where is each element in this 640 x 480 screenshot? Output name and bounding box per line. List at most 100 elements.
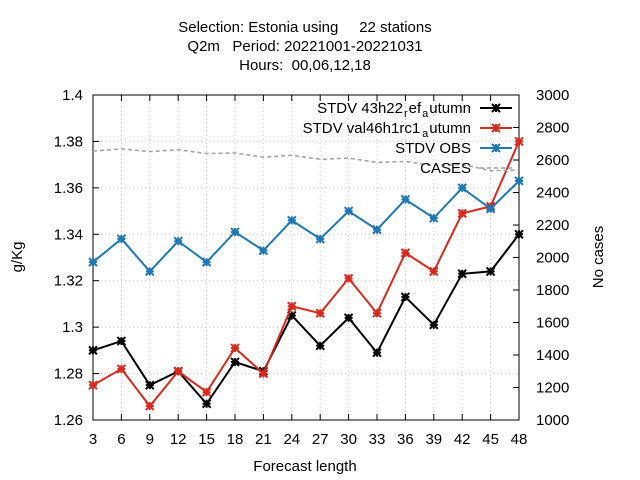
series-point-0: [429, 320, 439, 330]
y2-tick-label: 3000: [536, 87, 569, 104]
y2-tick-label: 2800: [536, 120, 569, 137]
legend-entry-3: CASES: [420, 160, 512, 177]
series-point-2: [372, 224, 382, 235]
series-point-1: [173, 366, 183, 376]
series-point-0: [201, 399, 212, 409]
series-point-0: [457, 269, 467, 279]
x-tick-label: 3: [89, 431, 97, 448]
series-point-2: [343, 206, 354, 216]
x-axis-label: Forecast length: [253, 458, 356, 475]
series-point-2: [514, 176, 524, 186]
x-tick-label: 39: [425, 431, 442, 448]
x-tick-label: 12: [170, 431, 187, 448]
series-point-2: [258, 245, 269, 256]
series-point-0: [116, 336, 127, 346]
y2-axis-ticks: 1000 1200 1400 1600 1800 2000 2200 2400 2600 2800…: [513, 87, 569, 429]
y2-tick-label: 1200: [536, 380, 569, 397]
x-tick-label: 6: [117, 431, 125, 448]
x-tick-label: 18: [227, 431, 244, 448]
y-tick-label: 1.32: [54, 273, 83, 290]
x-tick-label: 9: [146, 431, 154, 448]
series-point-1: [258, 368, 269, 379]
x-axis-ticks: 3 6 9 12 15 18 21 24 27 30 33 36 39 42 45 48: [89, 95, 527, 448]
series-point-2: [116, 234, 127, 244]
legend-marker-1: [491, 123, 501, 133]
series-point-2: [145, 266, 155, 277]
series-point-2: [88, 257, 98, 267]
y2-tick-label: 2400: [536, 185, 569, 202]
y-axis-label: g/Kg: [9, 242, 26, 273]
series-1: [88, 136, 524, 411]
x-tick-label: 21: [255, 431, 272, 448]
series-point-0: [514, 229, 524, 239]
series-point-0: [315, 341, 325, 351]
series-point-1: [372, 308, 382, 318]
legend-label-3: CASES: [420, 160, 471, 177]
y-tick-label: 1.4: [62, 87, 83, 104]
legend-entry-0: STDV 43h22refautumn: [317, 100, 512, 120]
chart-title: Selection: Estonia using 22 stations Q2m…: [178, 19, 431, 74]
x-tick-label: 24: [283, 431, 300, 448]
series-point-1: [116, 364, 127, 374]
series-line-1: [92, 140, 520, 408]
y-axis-ticks: 1.26 1.28 1.3 1.32 1.34 1.36 1.38 1.4: [54, 87, 99, 429]
series-point-1: [230, 343, 240, 353]
series-point-1: [88, 380, 98, 390]
series-point-2: [429, 213, 439, 223]
title-line-3: Hours: 00,06,12,18: [239, 57, 371, 74]
grid: [93, 95, 519, 420]
title-line-1: Selection: Estonia using 22 stations: [178, 19, 431, 36]
series-point-2: [230, 227, 240, 237]
x-tick-label: 33: [369, 431, 386, 448]
x-tick-label: 36: [397, 431, 414, 448]
series-point-0: [372, 347, 382, 358]
series-point-1: [457, 208, 467, 219]
series-3: [92, 148, 520, 172]
series-point-0: [400, 292, 411, 302]
series-point-2: [173, 236, 183, 246]
y2-tick-label: 2600: [536, 152, 569, 169]
x-tick-label: 45: [482, 431, 499, 448]
y2-tick-label: 1800: [536, 282, 569, 299]
series-point-2: [457, 183, 467, 193]
series-point-2: [400, 194, 411, 205]
title-line-2: Q2m Period: 20221001-20221031: [187, 38, 422, 55]
y-tick-label: 1.38: [54, 133, 83, 150]
y2-tick-label: 1600: [536, 315, 569, 332]
series-point-1: [201, 387, 212, 397]
legend-marker-0: [491, 103, 501, 113]
series-point-2: [485, 204, 496, 214]
y2-tick-label: 1400: [536, 347, 569, 364]
series-point-0: [485, 266, 496, 277]
y-tick-label: 1.3: [62, 319, 83, 336]
series-point-0: [145, 380, 155, 390]
series-point-2: [287, 215, 297, 226]
series-line-0: [92, 233, 520, 406]
x-tick-label: 42: [454, 431, 471, 448]
series-point-1: [145, 401, 155, 411]
series-point-1: [400, 248, 411, 258]
y-tick-label: 1.34: [54, 226, 83, 243]
x-tick-label: 15: [198, 431, 215, 448]
series-line-3: [92, 148, 520, 172]
legend-entry-1: STDV val46h1rc1 autumn: [303, 120, 512, 140]
x-tick-label: 30: [340, 431, 357, 448]
series-point-1: [429, 266, 439, 277]
legend-label-1: STDV val46h1rc1 autumn: [303, 120, 471, 140]
y2-tick-label: 2200: [536, 217, 569, 234]
y2-tick-label: 2000: [536, 250, 569, 267]
legend-label-2: STDV OBS: [395, 140, 471, 157]
series-point-1: [315, 308, 325, 318]
series-point-1: [343, 273, 354, 284]
series-point-1: [287, 301, 297, 311]
series-point-2: [315, 234, 325, 244]
series-point-0: [230, 357, 240, 367]
series-0: [88, 229, 524, 409]
series-line-2: [92, 180, 520, 273]
y-tick-label: 1.26: [54, 412, 83, 429]
series-point-1: [514, 136, 524, 147]
series-point-0: [88, 345, 98, 356]
y2-axis-label: No cases: [590, 226, 607, 289]
y-tick-label: 1.28: [54, 366, 83, 383]
